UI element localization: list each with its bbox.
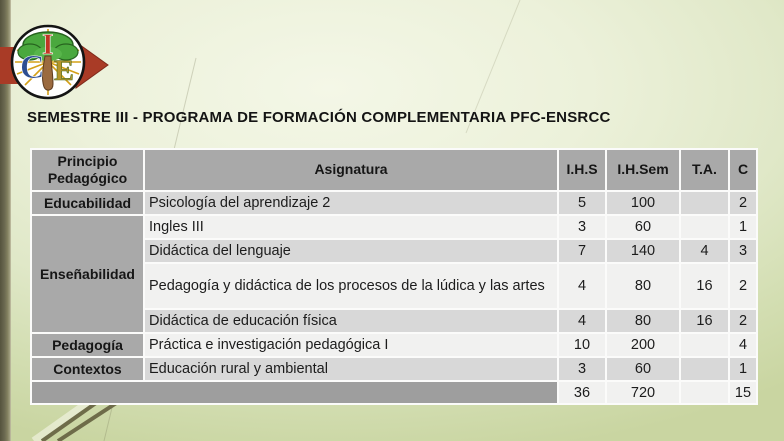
ihs-cell: 4 (559, 264, 605, 308)
ihsem-cell: 200 (607, 334, 679, 356)
table-row: Pedagogía y didáctica de los procesos de… (32, 264, 756, 308)
ta-cell (681, 358, 728, 380)
c-cell: 2 (730, 192, 756, 214)
c-cell: 1 (730, 216, 756, 238)
slide-title: SEMESTRE III - PROGRAMA DE FORMACIÓN COM… (27, 109, 611, 126)
ihsem-cell: 80 (607, 264, 679, 308)
total-ta (681, 382, 728, 403)
c-cell: 3 (730, 240, 756, 262)
totals-spacer (32, 382, 557, 403)
table-row: Enseñabilidad Ingles III 3 60 1 (32, 216, 756, 332)
ta-cell (681, 216, 728, 238)
ihs-cell: 3 (559, 216, 605, 238)
total-ihsem: 720 (607, 382, 679, 403)
tree-trunk-icon (41, 55, 54, 91)
ta-cell (681, 334, 728, 356)
logo-letter-e: E (54, 54, 74, 87)
asignatura-cell: Didáctica de educación física (145, 310, 557, 332)
ihs-cell: 3 (559, 358, 605, 380)
total-ihs: 36 (559, 382, 605, 403)
ihs-cell: 7 (559, 240, 605, 262)
asignatura-cell: Psicología del aprendizaje 2 (145, 192, 557, 214)
asignatura-cell: Ingles III (145, 216, 557, 238)
ihsem-cell: 80 (607, 310, 679, 332)
asignatura-cell: Educación rural y ambiental (145, 358, 557, 380)
school-logo: C I E (0, 18, 118, 110)
program-table: Principio Pedagógico Asignatura I.H.S I.… (30, 148, 758, 405)
c-cell: 2 (730, 264, 756, 308)
principio-cell: Pedagogía (32, 334, 143, 356)
ta-cell: 16 (681, 264, 728, 308)
logo-letters: C I E (20, 28, 75, 88)
table-row: Didáctica del lenguaje 7 140 4 3 (32, 240, 756, 262)
asignatura-cell: Didáctica del lenguaje (145, 240, 557, 262)
ihs-cell: 10 (559, 334, 605, 356)
totals-row: 36 720 15 (32, 382, 756, 403)
ihs-cell: 5 (559, 192, 605, 214)
logo-letter-c: C (20, 49, 45, 86)
total-c: 15 (730, 382, 756, 403)
ta-cell (681, 192, 728, 214)
table-row: Contextos Educación rural y ambiental 3 … (32, 358, 756, 380)
principio-cell: Educabilidad (32, 192, 143, 214)
ta-cell: 16 (681, 310, 728, 332)
ta-cell: 4 (681, 240, 728, 262)
ihsem-cell: 60 (607, 358, 679, 380)
col-header-c: C (730, 150, 756, 190)
table-row: Pedagogía Práctica e investigación pedag… (32, 334, 756, 356)
ihsem-cell: 140 (607, 240, 679, 262)
col-header-ihsem: I.H.Sem (607, 150, 679, 190)
principio-cell: Enseñabilidad (32, 216, 143, 332)
c-cell: 1 (730, 358, 756, 380)
ihsem-cell: 60 (607, 216, 679, 238)
c-cell: 2 (730, 310, 756, 332)
principio-cell: Contextos (32, 358, 143, 380)
left-edge-bar (0, 0, 11, 441)
table-row: Didáctica de educación física 4 80 16 2 (32, 310, 756, 332)
asignatura-cell: Práctica e investigación pedagógica I (145, 334, 557, 356)
col-header-asignatura: Asignatura (145, 150, 557, 190)
col-header-ihs: I.H.S (559, 150, 605, 190)
tree-canopy-icon (17, 31, 79, 61)
ihsem-cell: 100 (607, 192, 679, 214)
col-header-principio: Principio Pedagógico (32, 150, 143, 190)
col-header-ta: T.A. (681, 150, 728, 190)
table-header-row: Principio Pedagógico Asignatura I.H.S I.… (32, 150, 756, 190)
c-cell: 4 (730, 334, 756, 356)
logo-letter-i: I (42, 28, 54, 61)
asignatura-cell: Pedagogía y didáctica de los procesos de… (145, 264, 557, 308)
ihs-cell: 4 (559, 310, 605, 332)
table-row: Educabilidad Psicología del aprendizaje … (32, 192, 756, 214)
